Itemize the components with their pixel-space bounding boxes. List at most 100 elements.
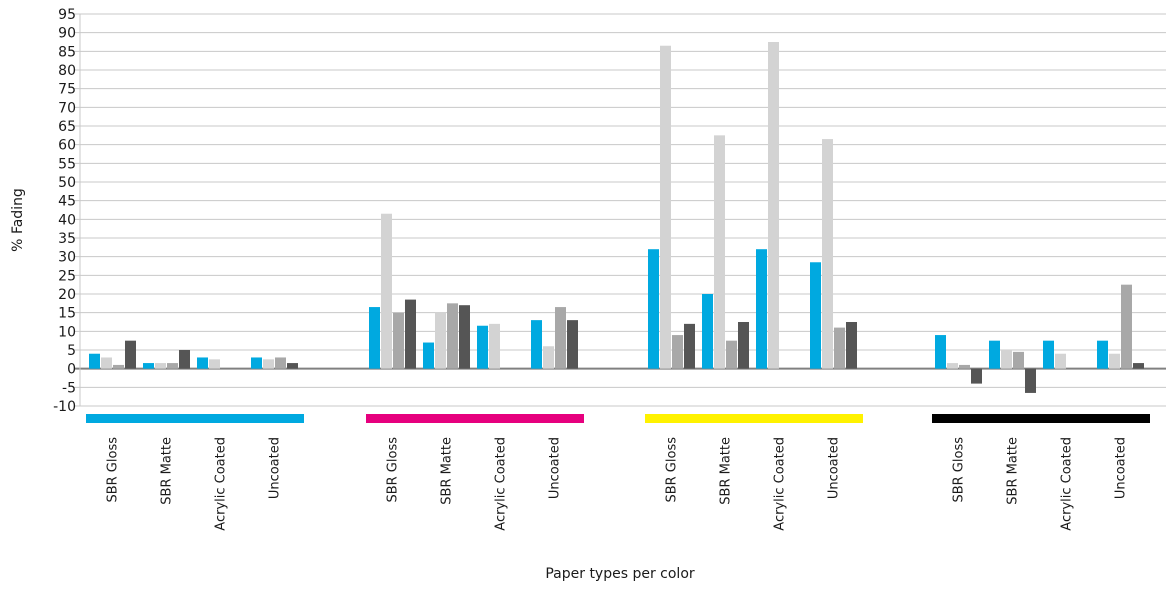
- color-band: [932, 414, 1150, 423]
- x-tick-label: SBR Gloss: [665, 437, 680, 503]
- y-tick-label: 65: [58, 119, 76, 135]
- bar: [197, 357, 208, 369]
- bar: [89, 353, 100, 369]
- bar: [672, 335, 683, 369]
- x-tick-label: SBR Gloss: [952, 437, 967, 503]
- y-tick-label: 10: [58, 324, 76, 340]
- bar: [756, 249, 767, 369]
- color-band: [645, 414, 863, 423]
- bar: [1097, 340, 1108, 369]
- bar: [435, 312, 446, 369]
- x-tick-label: Acrylic Coated: [1060, 437, 1075, 531]
- bar: [567, 320, 578, 369]
- bar: [477, 325, 488, 369]
- bar: [1121, 284, 1132, 369]
- bar: [209, 359, 220, 369]
- bar: [834, 327, 845, 369]
- bar: [447, 303, 458, 369]
- bar: [167, 363, 178, 369]
- bar: [143, 363, 154, 369]
- x-tick-label: Uncoated: [268, 437, 283, 499]
- bar: [1133, 363, 1144, 369]
- y-tick-label: 30: [58, 250, 76, 266]
- color-band: [366, 414, 584, 423]
- y-tick-label: 55: [58, 156, 76, 172]
- bars: [89, 42, 1144, 393]
- bar: [287, 363, 298, 369]
- bar: [489, 323, 500, 369]
- bar: [155, 363, 166, 369]
- x-tick-label: SBR Gloss: [386, 437, 401, 503]
- x-tick-label: SBR Matte: [1006, 437, 1021, 505]
- bar: [714, 135, 725, 369]
- bar: [369, 307, 380, 369]
- bar: [846, 322, 857, 369]
- y-tick-label: 75: [58, 82, 76, 98]
- bar: [179, 350, 190, 369]
- x-tick-label: Uncoated: [827, 437, 842, 499]
- bar: [405, 299, 416, 369]
- bar: [423, 342, 434, 369]
- x-axis-title: Paper types per color: [545, 566, 695, 582]
- x-tick-label: SBR Matte: [160, 437, 175, 505]
- y-tick-label: 95: [58, 7, 76, 23]
- color-band: [86, 414, 304, 423]
- bar: [959, 364, 970, 369]
- bar: [1013, 351, 1024, 369]
- bar: [531, 320, 542, 369]
- bar: [768, 42, 779, 369]
- bar: [1043, 340, 1054, 369]
- y-axis-title: % Fading: [10, 188, 26, 252]
- bar: [738, 322, 749, 369]
- y-tick-label: 5: [67, 343, 76, 359]
- y-tick-label: 90: [58, 26, 76, 42]
- y-tick-label: 15: [58, 306, 76, 322]
- x-tick-label: Acrylic Coated: [773, 437, 788, 531]
- x-tick-label: Uncoated: [548, 437, 563, 499]
- bar: [971, 368, 982, 384]
- gridlines: [74, 13, 1166, 407]
- y-tick-label: 60: [58, 138, 76, 154]
- y-tick-label: 45: [58, 194, 76, 210]
- bar: [263, 359, 274, 369]
- bar: [555, 307, 566, 369]
- x-tick-label: SBR Gloss: [106, 437, 121, 503]
- bar: [702, 294, 713, 369]
- bar: [947, 363, 958, 369]
- x-axis: SBR Gloss SBR Matte Acrylic Coated Uncoated…: [106, 437, 1129, 531]
- bar: [684, 323, 695, 369]
- bar: [822, 139, 833, 369]
- bar: [393, 312, 404, 369]
- bar: [459, 305, 470, 369]
- x-tick-label: SBR Matte: [719, 437, 734, 505]
- bar: [381, 213, 392, 369]
- bar: [989, 340, 1000, 369]
- bar: [101, 357, 112, 369]
- x-tick-label: Uncoated: [1114, 437, 1129, 499]
- bar: [113, 364, 124, 369]
- bar: [1025, 368, 1036, 393]
- bar: [275, 357, 286, 369]
- bar: [935, 335, 946, 369]
- y-tick-label: -5: [62, 380, 76, 396]
- bar: [726, 340, 737, 369]
- y-tick-label: 50: [58, 175, 76, 191]
- y-tick-label: 20: [58, 287, 76, 303]
- y-tick-label: 0: [67, 362, 76, 378]
- y-tick-label: 40: [58, 212, 76, 228]
- y-tick-label: 80: [58, 63, 76, 79]
- bar: [251, 357, 262, 369]
- y-tick-label: 35: [58, 231, 76, 247]
- bar: [1109, 353, 1120, 369]
- y-tick-label: -10: [53, 399, 76, 415]
- x-tick-label: SBR Matte: [440, 437, 455, 505]
- y-axis: 95908580757065605550454035302520151050-5…: [53, 7, 76, 415]
- bar: [1001, 350, 1012, 369]
- color-bands: [86, 414, 1150, 423]
- x-tick-label: Acrylic Coated: [494, 437, 509, 531]
- bar: [543, 346, 554, 369]
- bar: [660, 45, 671, 369]
- y-tick-label: 25: [58, 268, 76, 284]
